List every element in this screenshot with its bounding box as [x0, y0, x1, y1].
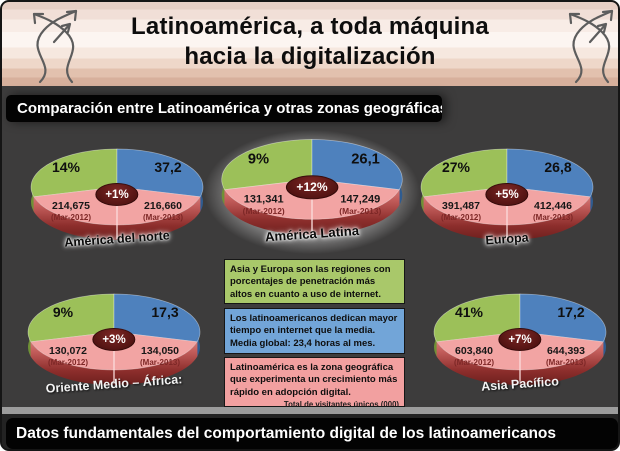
growth-badge: +1% [95, 183, 139, 206]
period-2012-label: (Mar-2012) [440, 213, 481, 222]
header: Latinoamérica, a toda máquina hacia la d… [2, 2, 618, 86]
period-2013-label: (Mar-2013) [339, 206, 382, 217]
note-growth-text: Latinoamérica es la zona geográfica que … [230, 362, 398, 398]
period-2013-label: (Mar-2013) [142, 213, 183, 222]
page-title: Latinoamérica, a toda máquina hacia la d… [2, 12, 618, 72]
pie-3d-svg [27, 293, 201, 385]
blue-slice [506, 148, 594, 198]
pink-front-wall [30, 341, 198, 385]
note-time-online: Los latinoamericanos dedican mayor tiemp… [224, 308, 405, 354]
green-slice [420, 148, 508, 198]
growth-badge: +7% [498, 328, 542, 351]
visitors-2013-value: 216,660 [144, 200, 182, 212]
visitors-2013-value: 134,050 [141, 345, 179, 357]
pink-front-wall [224, 189, 400, 236]
pie-3d-svg [420, 148, 594, 240]
penetration-label: 27% [441, 159, 471, 175]
period-2012-label: (Mar-2012) [47, 358, 88, 367]
blue-slice [113, 293, 201, 343]
visitors-2012-value: 391,487 [442, 200, 480, 212]
note-time-online-text: Los latinoamericanos dedican mayor tiemp… [230, 313, 398, 349]
green-slice [433, 293, 521, 343]
pie-europa: 27% 26,8 +5% 391,487 412,446 (Mar-2012) (Mar-2… [407, 139, 607, 259]
growth-badge: +3% [92, 328, 136, 351]
visitors-2012-value: 130,072 [49, 345, 87, 357]
period-2013-label: (Mar-2013) [532, 213, 573, 222]
visitors-2013-value: 644,393 [547, 345, 585, 357]
page-title-line1: Latinoamérica, a toda máquina [131, 13, 489, 40]
visitors-2013-value: 412,446 [534, 200, 572, 212]
period-2013-label: (Mar-2013) [545, 358, 586, 367]
note-penetration: Asia y Europa son las regiones con porce… [224, 259, 405, 304]
pie-3d-svg [30, 148, 204, 240]
visitors-2012-value: 131,341 [243, 193, 284, 206]
penetration-label: 41% [454, 304, 484, 320]
crossing-arrows-icon [32, 9, 78, 84]
pie-oriente-medio-africa: 9% 17,3 +3% 130,072 134,050 (Mar-2012) (Mar-20… [14, 284, 214, 404]
pink-front-wall [423, 196, 591, 240]
visitors-2012-value: 603,840 [455, 345, 493, 357]
growth-badge: +5% [485, 183, 529, 206]
pie-3d-svg [433, 293, 607, 385]
penetration-label: 9% [247, 150, 270, 167]
section-title-datos: Datos fundamentales del comportamiento d… [6, 418, 618, 449]
blue-slice [519, 293, 607, 343]
growth-badge: +12% [285, 175, 339, 200]
pink-front-wall [33, 196, 201, 240]
hours-label: 26,8 [544, 159, 572, 175]
green-slice [221, 139, 313, 191]
green-slice [27, 293, 115, 343]
period-2012-label: (Mar-2012) [50, 213, 91, 222]
pie-3d-svg [221, 139, 403, 236]
crossing-arrows-icon [568, 9, 614, 84]
note-growth: Latinoamérica es la zona geográfica que … [224, 357, 405, 410]
note-penetration-text: Asia y Europa son las regiones con porce… [230, 264, 391, 300]
hours-label: 26,1 [351, 150, 380, 167]
penetration-label: 9% [52, 304, 74, 320]
pie-america-del-norte: 14% 37,2 +1% 214,675 216,660 (Mar-2012) (Mar-2… [17, 139, 217, 259]
visitors-2012-value: 214,675 [52, 200, 90, 212]
hours-label: 17,3 [151, 304, 179, 320]
period-2012-label: (Mar-2012) [242, 206, 285, 217]
period-2012-label: (Mar-2012) [453, 358, 494, 367]
separator-band [2, 407, 618, 414]
period-2013-label: (Mar-2013) [139, 358, 180, 367]
green-slice [30, 148, 118, 198]
hours-label: 17,2 [557, 304, 585, 320]
page-title-line2: hacia la digitalización [184, 43, 436, 70]
visitors-2013-value: 147,249 [340, 193, 381, 206]
pie-asia-pacifico: 41% 17,2 +7% 603,840 644,393 (Mar-2012) (Mar-2… [420, 284, 618, 404]
blue-slice [311, 139, 403, 191]
pink-front-wall [436, 341, 604, 385]
units-footnote: Total de visitantes únicos (000) [283, 400, 399, 410]
penetration-label: 14% [51, 159, 81, 175]
pie-america-latina: 9% 26,1 +12% 131,341 147,249 (Mar-2012) (Mar-2… [173, 112, 451, 272]
